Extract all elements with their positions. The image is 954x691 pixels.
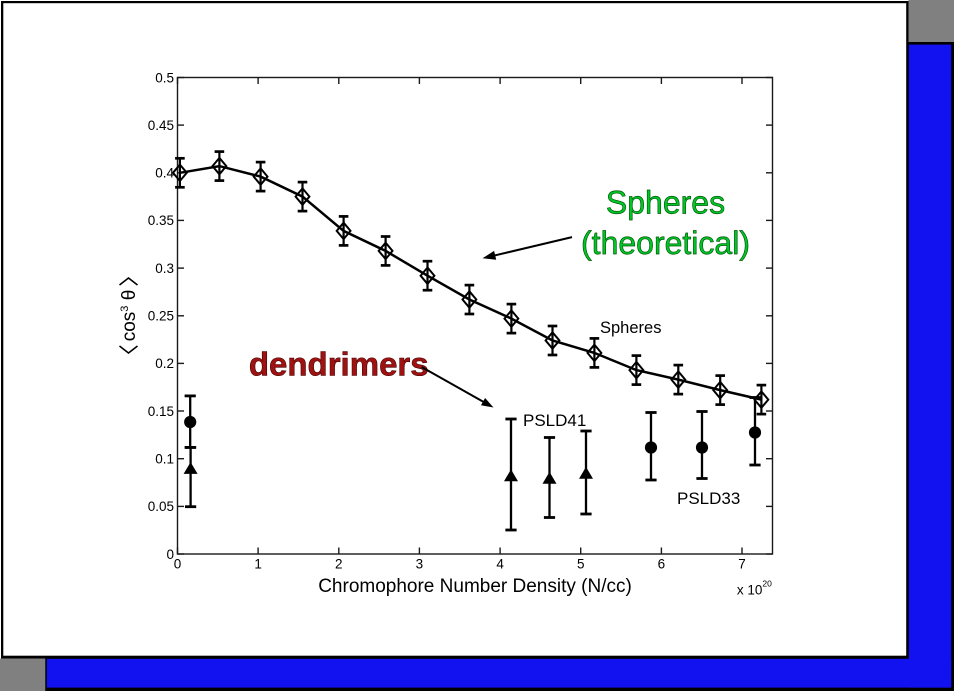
svg-text:0: 0 bbox=[166, 547, 174, 562]
svg-text:0.5: 0.5 bbox=[155, 70, 174, 85]
svg-text:3: 3 bbox=[416, 557, 424, 572]
svg-text:Spheres: Spheres bbox=[600, 319, 661, 337]
svg-text:Chromophore Number Density (N/: Chromophore Number Density (N/cc) bbox=[318, 576, 632, 597]
svg-text:7: 7 bbox=[738, 557, 746, 572]
svg-text:6: 6 bbox=[658, 557, 666, 572]
svg-text:1: 1 bbox=[254, 557, 262, 572]
svg-text:0.45: 0.45 bbox=[148, 118, 174, 133]
svg-text:dendrimers: dendrimers bbox=[249, 346, 429, 383]
svg-text:0.3: 0.3 bbox=[155, 261, 174, 276]
svg-text:PSLD33: PSLD33 bbox=[677, 489, 740, 508]
svg-text:0: 0 bbox=[174, 557, 182, 572]
svg-text:cos3 θ: cos3 θ bbox=[119, 290, 140, 342]
svg-text:0.15: 0.15 bbox=[148, 404, 174, 419]
svg-text:0.05: 0.05 bbox=[148, 499, 174, 514]
svg-text:5: 5 bbox=[577, 557, 585, 572]
svg-text:0.35: 0.35 bbox=[148, 213, 174, 228]
svg-text:Spheres: Spheres bbox=[606, 184, 725, 220]
svg-text:2: 2 bbox=[335, 557, 343, 572]
svg-text:4: 4 bbox=[496, 557, 504, 572]
svg-text:PSLD41: PSLD41 bbox=[523, 411, 586, 430]
svg-text:0.25: 0.25 bbox=[148, 309, 174, 324]
svg-text:0.4: 0.4 bbox=[155, 166, 174, 181]
svg-text:0.1: 0.1 bbox=[155, 452, 174, 467]
svg-text:(theoretical): (theoretical) bbox=[581, 225, 750, 261]
svg-text:0.2: 0.2 bbox=[155, 356, 174, 371]
